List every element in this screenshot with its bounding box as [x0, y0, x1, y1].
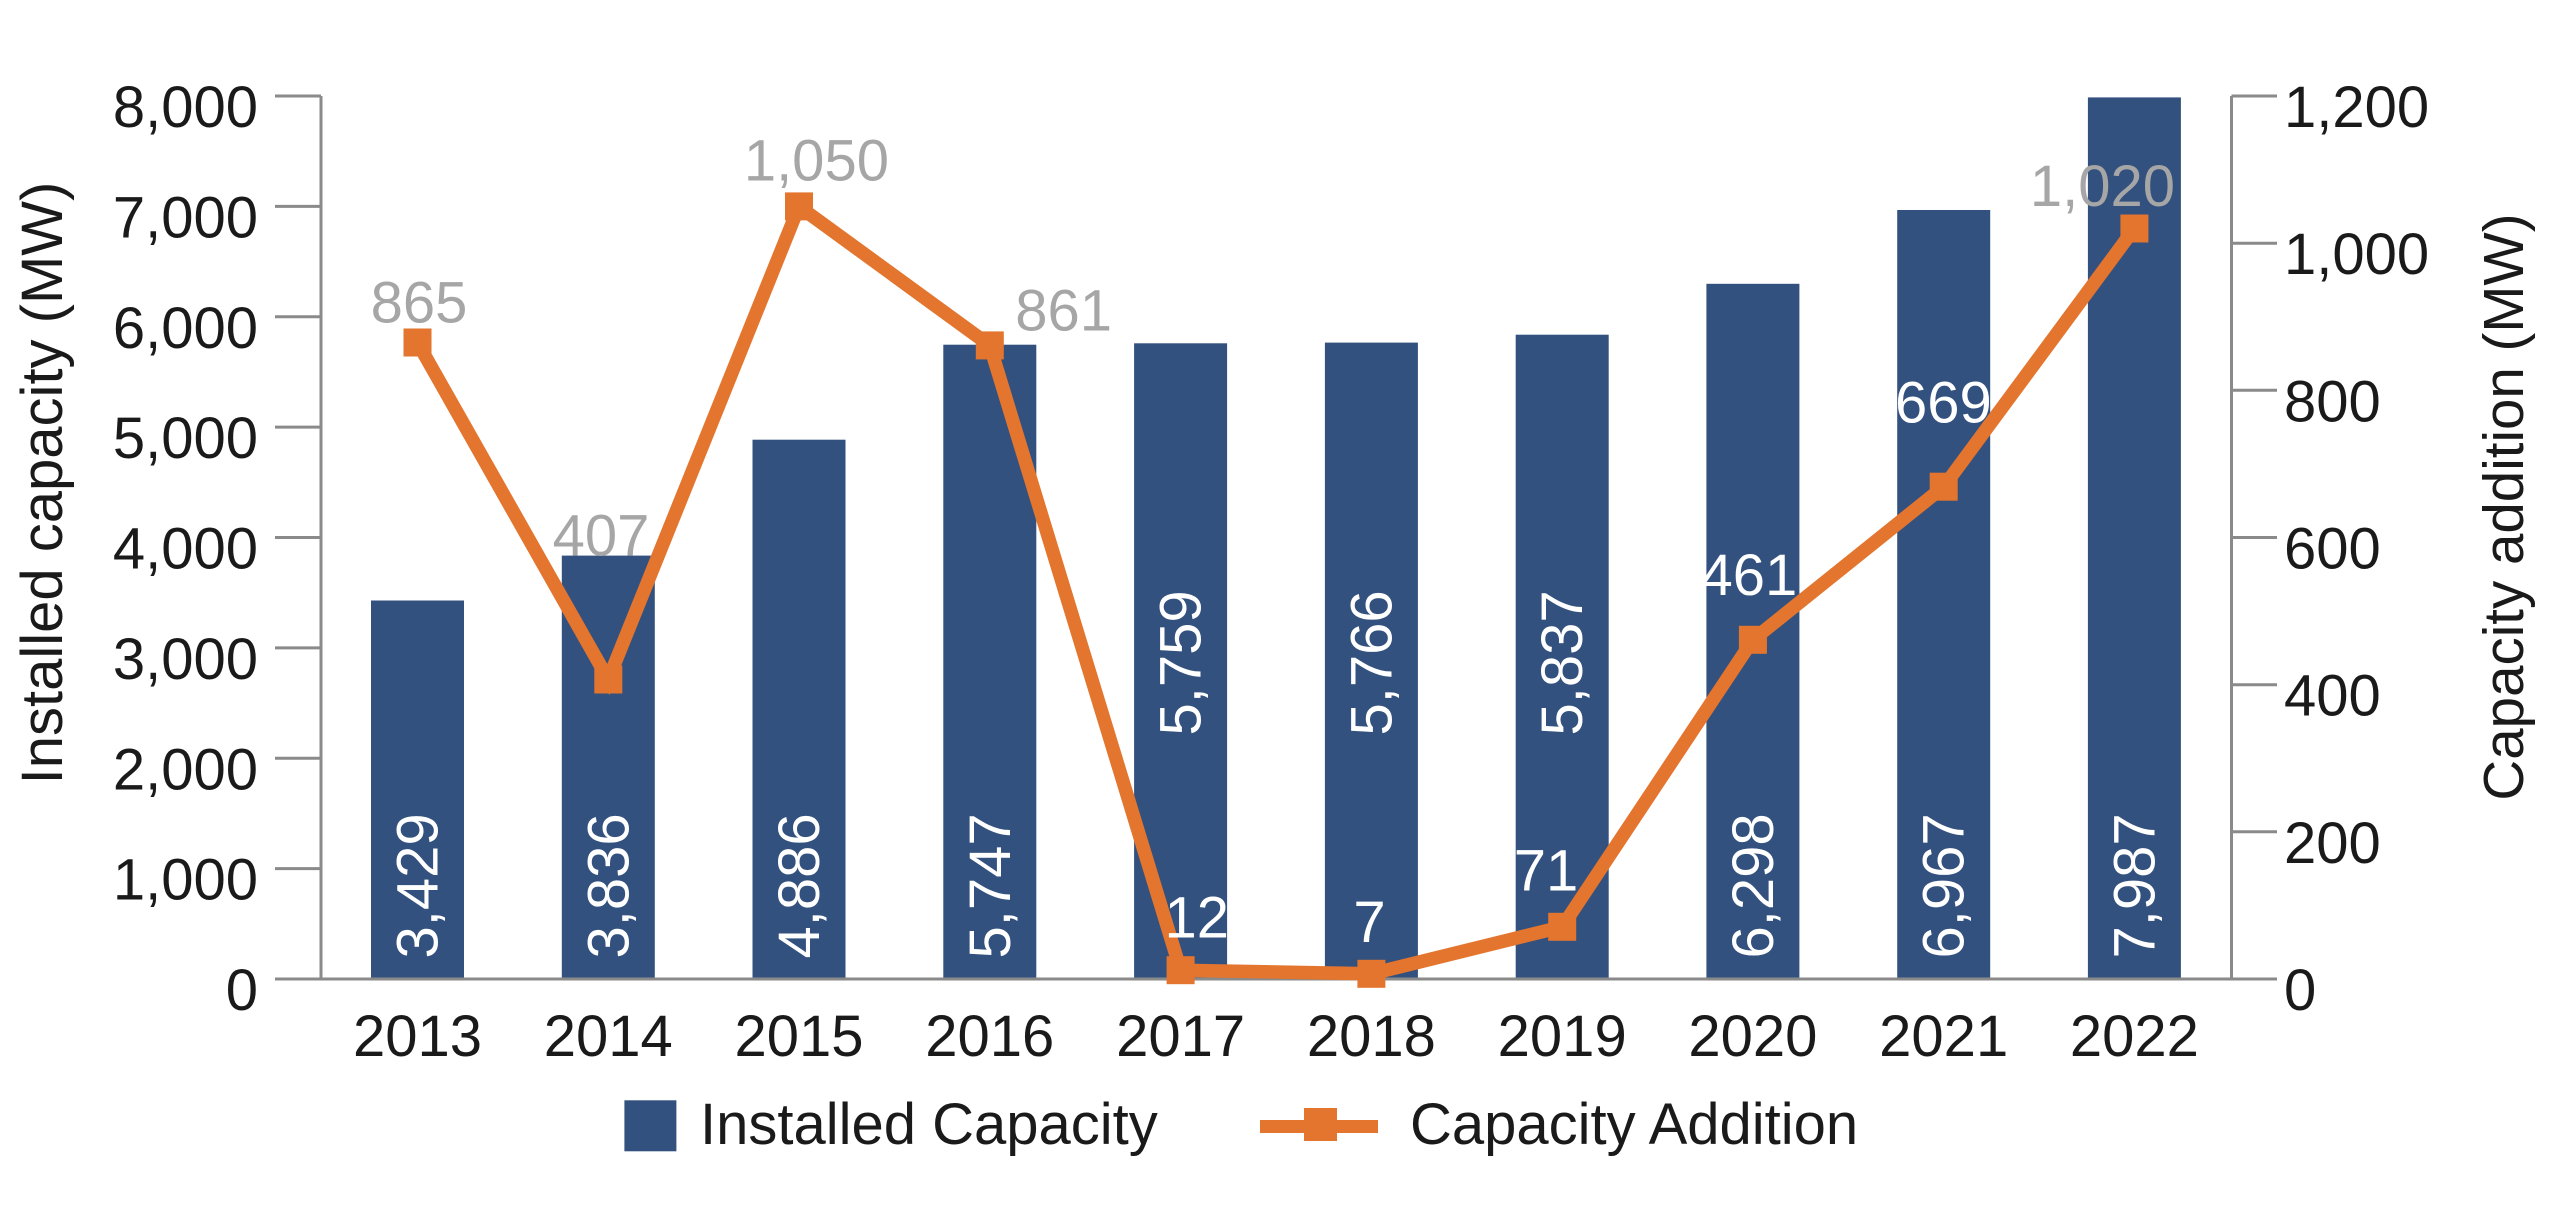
svg-text:7,000: 7,000	[113, 185, 258, 250]
svg-text:6,967: 6,967	[1912, 813, 1977, 958]
svg-text:1,000: 1,000	[113, 848, 258, 913]
svg-text:2018: 2018	[1307, 1004, 1436, 1069]
svg-text:5,766: 5,766	[1339, 590, 1404, 735]
svg-text:6,000: 6,000	[113, 296, 258, 361]
svg-text:600: 600	[2284, 517, 2381, 582]
svg-text:12: 12	[1164, 886, 1229, 951]
svg-text:400: 400	[2284, 664, 2381, 729]
svg-text:2019: 2019	[1498, 1004, 1627, 1069]
svg-text:2021: 2021	[1879, 1004, 2008, 1069]
svg-text:2013: 2013	[353, 1004, 482, 1069]
svg-text:1,200: 1,200	[2284, 75, 2429, 140]
svg-text:1,050: 1,050	[744, 128, 889, 193]
svg-text:7: 7	[1353, 890, 1385, 955]
svg-text:2022: 2022	[2070, 1004, 2199, 1069]
svg-text:200: 200	[2284, 811, 2381, 876]
svg-text:5,759: 5,759	[1149, 590, 1214, 735]
svg-text:0: 0	[2284, 958, 2316, 1023]
svg-text:Installed Capacity: Installed Capacity	[700, 1092, 1158, 1157]
svg-text:669: 669	[1895, 370, 1992, 435]
svg-text:2014: 2014	[544, 1004, 673, 1069]
svg-text:4,886: 4,886	[767, 813, 832, 958]
svg-text:1,020: 1,020	[2030, 154, 2175, 219]
svg-text:2015: 2015	[734, 1004, 863, 1069]
svg-text:Installed capacity (MW): Installed capacity (MW)	[10, 182, 75, 785]
svg-text:861: 861	[1015, 278, 1112, 343]
svg-text:2020: 2020	[1688, 1004, 1817, 1069]
svg-text:0: 0	[226, 958, 258, 1023]
svg-text:4,000: 4,000	[113, 517, 258, 582]
svg-text:5,000: 5,000	[113, 406, 258, 471]
svg-text:407: 407	[553, 503, 650, 568]
svg-text:865: 865	[371, 270, 468, 335]
svg-text:Capacity Addition: Capacity Addition	[1410, 1092, 1858, 1157]
svg-text:6,298: 6,298	[1721, 813, 1786, 958]
svg-text:1,000: 1,000	[2284, 222, 2429, 287]
svg-text:5,747: 5,747	[958, 813, 1023, 958]
svg-text:2017: 2017	[1116, 1004, 1245, 1069]
svg-text:Capacity addition (MW): Capacity addition (MW)	[2472, 213, 2535, 800]
svg-text:3,429: 3,429	[386, 813, 451, 958]
svg-text:3,000: 3,000	[113, 627, 258, 692]
svg-text:2,000: 2,000	[113, 737, 258, 802]
svg-text:3,836: 3,836	[576, 813, 641, 958]
svg-text:7,987: 7,987	[2102, 813, 2167, 958]
svg-text:71: 71	[1514, 838, 1579, 903]
svg-text:2016: 2016	[925, 1004, 1054, 1069]
svg-text:461: 461	[1701, 543, 1798, 608]
svg-text:8,000: 8,000	[113, 75, 258, 140]
svg-text:800: 800	[2284, 369, 2381, 434]
svg-text:5,837: 5,837	[1530, 590, 1595, 735]
